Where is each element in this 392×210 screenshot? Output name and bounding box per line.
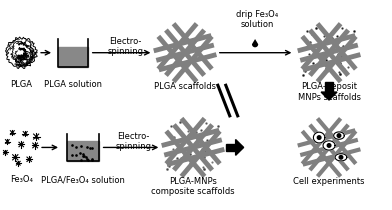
Text: drip Fe₃O₄
solution: drip Fe₃O₄ solution <box>236 10 278 29</box>
Bar <box>226 144 236 151</box>
Polygon shape <box>335 154 347 161</box>
Circle shape <box>318 136 321 139</box>
Bar <box>58 47 88 67</box>
Bar <box>67 141 99 161</box>
Text: PLGA-deposit
MNPs scaffolds: PLGA-deposit MNPs scaffolds <box>298 82 361 102</box>
Polygon shape <box>252 39 258 47</box>
Polygon shape <box>314 132 325 143</box>
Circle shape <box>339 156 343 159</box>
Polygon shape <box>321 92 337 100</box>
Bar <box>325 82 333 92</box>
Text: PLGA-MNPs
composite scaffolds: PLGA-MNPs composite scaffolds <box>151 177 235 196</box>
Text: Cell experiments: Cell experiments <box>293 177 365 186</box>
Polygon shape <box>323 141 335 150</box>
Polygon shape <box>236 139 244 155</box>
Text: Electro-
spinning: Electro- spinning <box>116 132 151 151</box>
Text: PLGA: PLGA <box>10 80 32 89</box>
Text: PLGA solution: PLGA solution <box>44 80 102 89</box>
Text: PLGA/Fe₃O₄ solution: PLGA/Fe₃O₄ solution <box>41 175 125 184</box>
Circle shape <box>337 134 341 137</box>
Circle shape <box>327 144 331 147</box>
Polygon shape <box>334 132 344 139</box>
Text: Fe₃O₄: Fe₃O₄ <box>10 175 33 184</box>
Text: Electro-
spinning: Electro- spinning <box>107 37 143 56</box>
Text: PLGA scaffolds: PLGA scaffolds <box>154 82 216 91</box>
